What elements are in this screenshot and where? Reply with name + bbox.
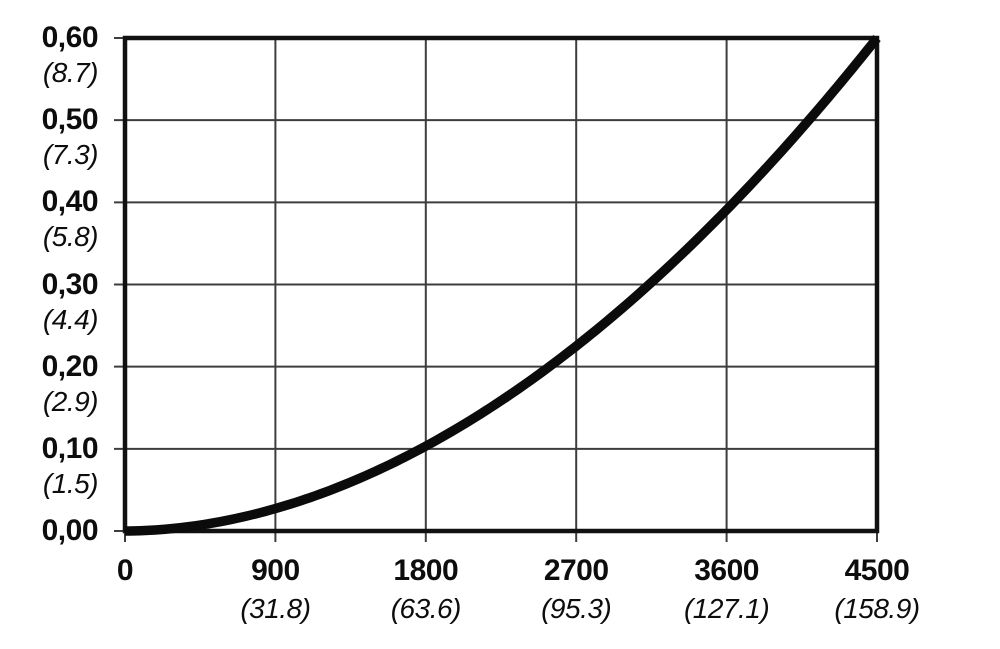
x-tick-sublabel: (95.3): [541, 593, 612, 624]
x-tick-label: 0: [116, 554, 134, 587]
plot-frame: [122, 35, 880, 534]
x-tick-sublabel: (63.6): [390, 593, 462, 624]
y-tick-sublabel: (2.9): [42, 385, 99, 417]
y-tick-label: 0,30: [41, 267, 99, 301]
y-tick-label: 0,40: [41, 185, 99, 219]
x-tick-sublabel: (158.9): [834, 593, 920, 624]
x-tick-sublabel: (31.8): [240, 593, 311, 624]
y-tick-label: 0,00: [41, 514, 99, 547]
data-curve: [124, 35, 881, 536]
y-tick-label: 0,20: [41, 349, 99, 383]
y-tick-label: 0,10: [41, 431, 99, 465]
x-tick-label: 900: [251, 554, 300, 587]
x-tick-sublabel: (127.1): [683, 593, 770, 624]
y-tick-sublabel: (8.7): [42, 57, 99, 88]
x-tick-label: 4500: [844, 554, 910, 587]
x-tick-label: 3600: [694, 554, 759, 587]
y-tick-sublabel: (4.4): [42, 303, 99, 335]
x-tick-label: 2700: [543, 554, 609, 587]
y-tick-label: 0,50: [41, 103, 99, 137]
y-tick-label: 0,60: [41, 21, 99, 54]
y-tick-sublabel: (7.3): [42, 139, 99, 171]
y-tick-sublabel: (1.5): [42, 467, 99, 499]
x-tick-label: 1800: [393, 554, 459, 587]
y-tick-sublabel: (5.8): [42, 221, 99, 253]
